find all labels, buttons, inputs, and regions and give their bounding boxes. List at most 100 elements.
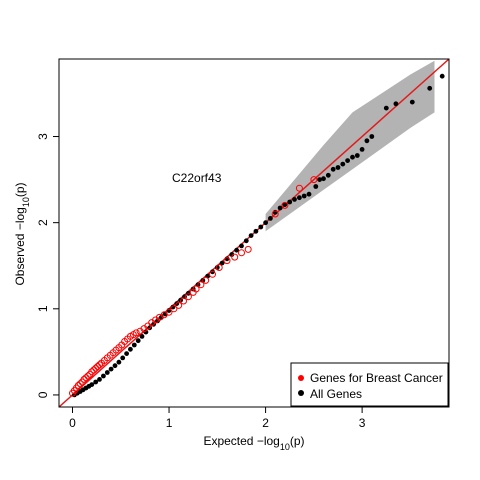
- point-breast-cancer: [74, 382, 82, 389]
- point-all-genes: [97, 377, 102, 382]
- legend-label-breast-cancer: Genes for Breast Cancer: [310, 371, 443, 385]
- point-all-genes: [243, 238, 249, 244]
- point-all-genes: [101, 373, 106, 379]
- point-all-genes: [143, 329, 149, 335]
- point-breast-cancer: [165, 308, 173, 316]
- legend-box: [290, 362, 449, 407]
- point-all-genes: [439, 73, 445, 79]
- point-all-genes: [340, 161, 346, 167]
- point-all-genes: [268, 216, 273, 221]
- point-all-genes: [258, 224, 264, 230]
- point-all-genes: [335, 165, 341, 170]
- point-all-genes: [317, 177, 322, 183]
- point-breast-cancer: [132, 329, 140, 337]
- point-breast-cancer: [76, 380, 84, 388]
- point-all-genes: [313, 184, 319, 189]
- point-breast-cancer: [281, 201, 289, 209]
- point-all-genes: [350, 154, 355, 160]
- point-breast-cancer: [209, 270, 216, 278]
- legend-swatch-breast-cancer: [298, 375, 304, 381]
- point-all-genes: [409, 99, 415, 105]
- point-all-genes: [116, 359, 122, 365]
- reference-line-layer: [58, 58, 450, 408]
- point-all-genes: [135, 338, 141, 344]
- x-axis: 0 1 2 3: [69, 407, 366, 430]
- point-breast-cancer: [175, 301, 183, 309]
- point-all-genes: [364, 138, 370, 144]
- point-breast-cancer: [170, 305, 178, 313]
- point-all-genes: [301, 193, 307, 199]
- y-tick-label: 2: [36, 219, 50, 226]
- point-all-genes: [89, 382, 95, 387]
- point-all-genes: [427, 85, 433, 91]
- point-all-genes: [282, 202, 288, 208]
- point-all-genes: [393, 101, 399, 107]
- point-all-genes: [345, 158, 350, 164]
- legend-label-all-genes: All Genes: [310, 387, 362, 401]
- point-breast-cancer: [80, 375, 88, 383]
- point-all-genes: [359, 147, 365, 152]
- x-tick-label: 1: [166, 416, 173, 430]
- y-tick-label: 0: [36, 391, 50, 398]
- point-breast-cancer: [202, 276, 210, 284]
- point-all-genes: [306, 191, 312, 197]
- point-breast-cancer: [184, 293, 192, 301]
- point-all-genes: [354, 153, 360, 158]
- point-all-genes: [287, 199, 293, 205]
- point-all-genes: [108, 366, 114, 372]
- point-all-genes: [127, 346, 133, 352]
- y-tick-label: 1: [36, 305, 50, 312]
- point-all-genes: [120, 355, 126, 361]
- x-tick-label: 2: [262, 416, 269, 430]
- point-all-genes: [219, 260, 225, 266]
- point-breast-cancer: [82, 374, 90, 382]
- point-breast-cancer: [90, 366, 98, 374]
- point-all-genes: [139, 334, 145, 339]
- x-tick-label: 3: [359, 416, 366, 430]
- point-all-genes: [131, 342, 137, 348]
- point-all-genes: [239, 243, 244, 249]
- plot-frame: [58, 58, 450, 408]
- point-all-genes: [112, 363, 118, 369]
- point-breast-cancer: [238, 249, 245, 257]
- annotation-label: C22orf43: [172, 171, 222, 185]
- point-all-genes: [234, 247, 240, 253]
- point-breast-cancer: [215, 264, 223, 271]
- y-axis-title: Observed −log10(p): [13, 182, 31, 285]
- point-all-genes: [297, 195, 302, 201]
- point-all-genes: [330, 166, 336, 172]
- point-all-genes: [263, 220, 268, 226]
- point-breast-cancer: [180, 297, 187, 305]
- confidence-band-layer: [265, 60, 435, 232]
- point-all-genes: [369, 134, 375, 139]
- point-breast-cancer: [144, 322, 152, 330]
- point-all-genes: [383, 105, 389, 111]
- confidence-band: [265, 60, 435, 232]
- point-all-genes: [292, 197, 297, 202]
- y-tick-label: 3: [36, 133, 50, 140]
- point-all-genes: [277, 205, 283, 211]
- legend: Genes for Breast Cancer All Genes: [290, 362, 449, 407]
- reference-line: [58, 58, 450, 408]
- points-layer: [69, 73, 445, 398]
- point-breast-cancer: [310, 176, 318, 184]
- point-all-genes: [253, 228, 259, 234]
- point-breast-cancer: [244, 245, 252, 253]
- x-tick-label: 0: [69, 416, 76, 430]
- point-all-genes: [104, 370, 110, 375]
- point-breast-cancer: [197, 281, 205, 289]
- point-all-genes: [325, 172, 331, 178]
- point-breast-cancer: [295, 184, 303, 192]
- point-all-genes: [93, 379, 99, 385]
- point-breast-cancer: [223, 257, 231, 265]
- point-all-genes: [229, 252, 235, 257]
- point-breast-cancer: [94, 363, 102, 370]
- point-breast-cancer: [88, 368, 96, 376]
- point-all-genes: [248, 233, 254, 239]
- point-breast-cancer: [96, 361, 103, 369]
- y-axis: 0 1 2 3: [36, 133, 59, 398]
- point-all-genes: [124, 351, 129, 356]
- point-breast-cancer: [271, 210, 279, 218]
